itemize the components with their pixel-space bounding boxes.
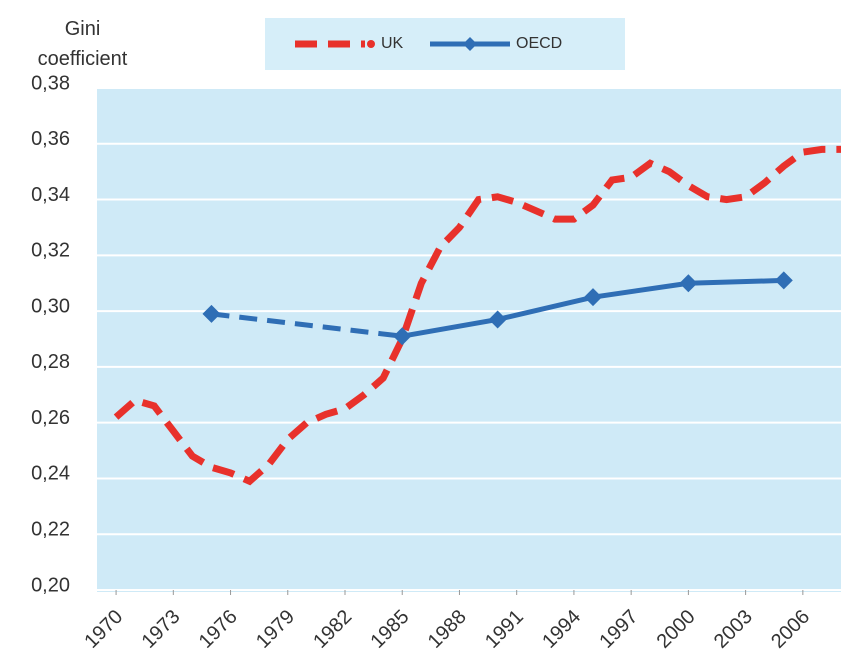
- legend-swatch-dot: [367, 40, 375, 48]
- y-tick-label: 0,24: [31, 463, 70, 485]
- line-dashed-part: [211, 311, 403, 339]
- legend-label: UK: [381, 35, 404, 52]
- marker: [679, 274, 698, 293]
- marker: [488, 310, 507, 329]
- x-tick-label: 1985: [366, 606, 413, 653]
- marker: [584, 288, 602, 307]
- x-tick-label: 1973: [138, 606, 185, 653]
- x-tick-label: 1988: [424, 606, 471, 653]
- y-tick-label: 0,36: [31, 128, 70, 150]
- y-tick-label: 0,22: [31, 519, 70, 541]
- y-tick-label: 0,32: [31, 240, 70, 262]
- x-tick-label: 1979: [252, 606, 299, 653]
- x-tick-label: 2003: [710, 606, 757, 653]
- x-tick-label: 1982: [309, 606, 356, 653]
- legend-swatch-marker: [463, 37, 477, 51]
- y-tick-label: 0,34: [31, 184, 70, 206]
- y-tick-label: 0,30: [31, 295, 70, 317]
- y-tick-label: 0,38: [31, 72, 70, 94]
- x-tick-label: 2000: [653, 606, 700, 653]
- plot-area: [97, 88, 841, 592]
- y-tick-label: 0,20: [31, 574, 70, 596]
- line: [113, 145, 841, 486]
- x-tick-label: 2006: [767, 606, 814, 653]
- x-tick-label: 1997: [595, 606, 642, 653]
- x-tick-label: 1976: [195, 606, 242, 653]
- y-axis-title: Gini coefficient: [37, 18, 128, 70]
- y-tick-label: 0,26: [31, 407, 70, 429]
- x-tick-label: 1970: [80, 606, 127, 653]
- legend-label: OECD: [516, 35, 562, 52]
- x-tick-label: 1994: [538, 606, 585, 653]
- marker: [202, 304, 221, 323]
- x-tick-label: 1991: [481, 606, 528, 653]
- y-tick-label: 0,28: [31, 351, 70, 373]
- marker: [393, 327, 412, 346]
- marker: [774, 271, 793, 290]
